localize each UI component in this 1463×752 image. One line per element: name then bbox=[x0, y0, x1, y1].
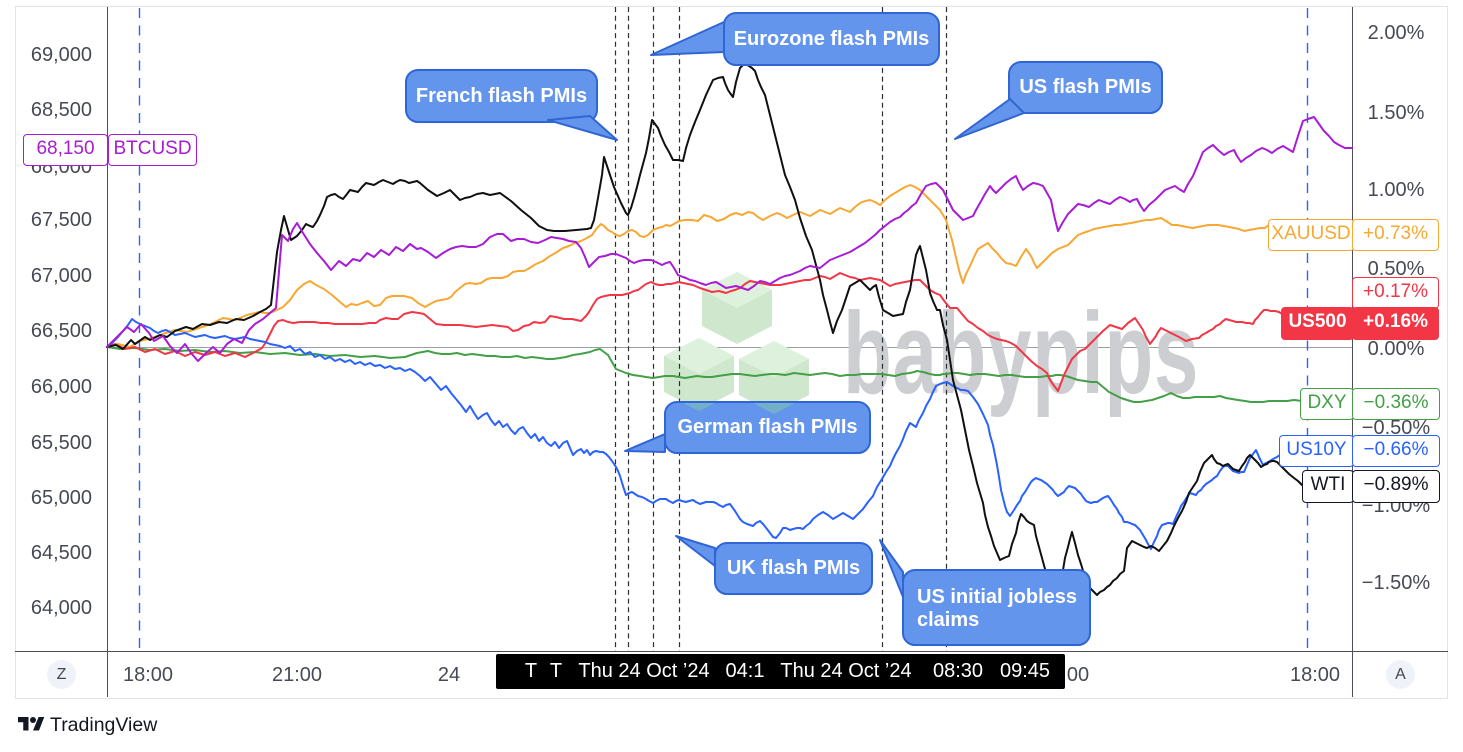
svg-text:babypips: babypips bbox=[843, 289, 1199, 418]
